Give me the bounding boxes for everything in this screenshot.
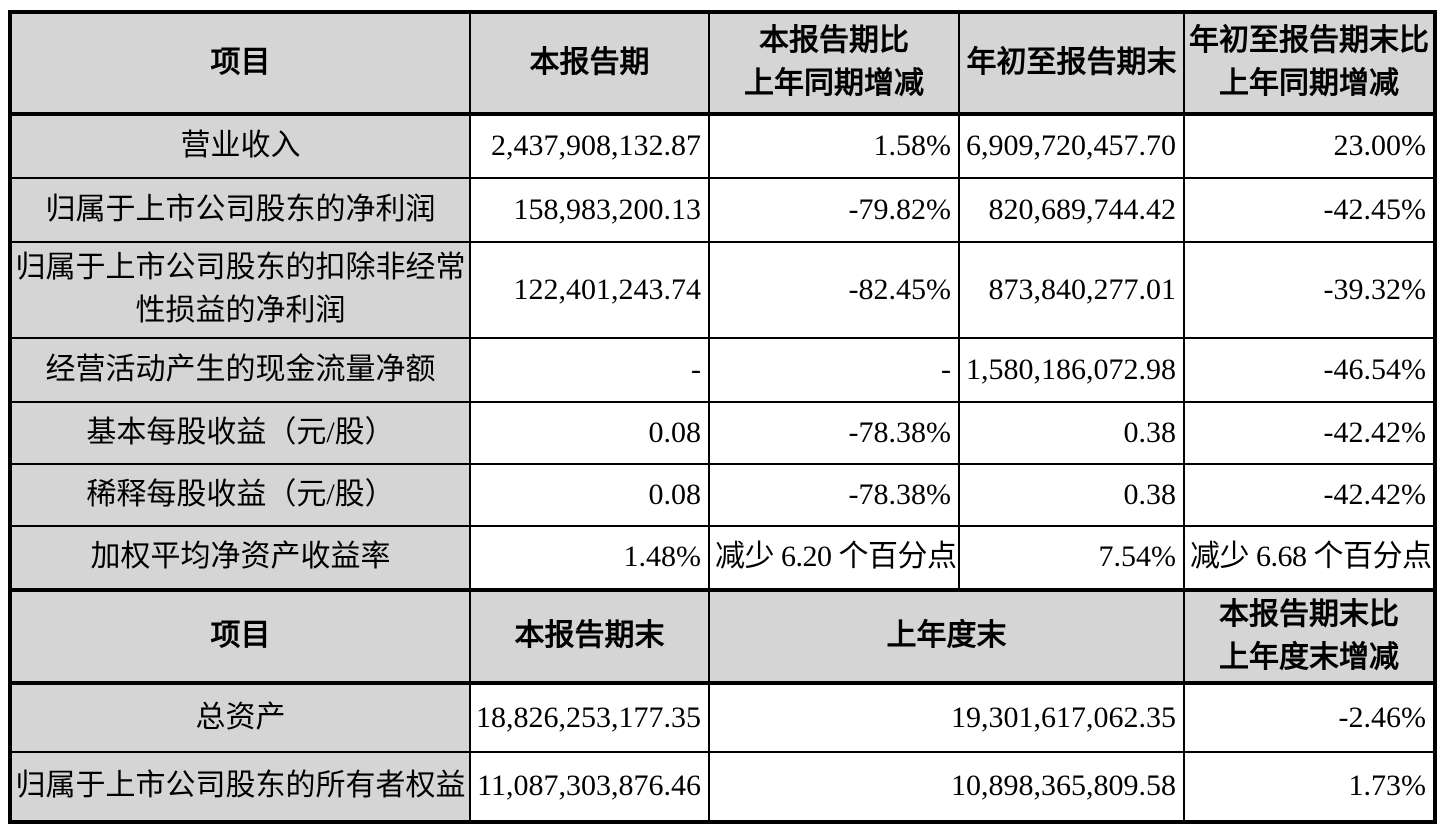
header-ytd: 年初至报告期末 bbox=[958, 11, 1185, 116]
row-basic-eps-current: 0.08 bbox=[469, 401, 710, 465]
row-shareholders-equity-change: 1.73% bbox=[1183, 751, 1436, 824]
header2-period-end: 本报告期末 bbox=[469, 587, 710, 686]
row-diluted-eps-current-change: -78.38% bbox=[708, 463, 960, 527]
row-total-assets-prior-year-end: 19,301,617,062.35 bbox=[708, 682, 1185, 754]
row-revenue-ytd-change: 23.00% bbox=[1183, 113, 1436, 179]
row-basic-eps-ytd: 0.38 bbox=[958, 401, 1185, 465]
header-ytd-vs-prior-line1: 年初至报告期末比 bbox=[1189, 24, 1429, 58]
row-diluted-eps: 稀释每股收益（元/股） 0.08 -78.38% 0.38 -42.42% bbox=[9, 463, 1436, 527]
header-current-vs-prior: 本报告期比 上年同期增减 bbox=[708, 11, 960, 116]
row-net-profit-label: 归属于上市公司股东的净利润 bbox=[9, 177, 471, 243]
row-diluted-eps-current: 0.08 bbox=[469, 463, 710, 527]
row-net-profit-deducted-ytd: 873,840,277.01 bbox=[958, 241, 1185, 339]
row-operating-cash-flow-ytd: 1,580,186,072.98 bbox=[958, 337, 1185, 403]
row-revenue-label: 营业收入 bbox=[9, 113, 471, 179]
row-total-assets-period-end: 18,826,253,177.35 bbox=[469, 682, 710, 754]
row-basic-eps-current-change: -78.38% bbox=[708, 401, 960, 465]
row-net-profit-deducted-current-change: -82.45% bbox=[708, 241, 960, 339]
row-operating-cash-flow-current-change: - bbox=[708, 337, 960, 403]
row-revenue: 营业收入 2,437,908,132.87 1.58% 6,909,720,45… bbox=[9, 113, 1436, 179]
row-revenue-current: 2,437,908,132.87 bbox=[469, 113, 710, 179]
row-net-profit-deducted: 归属于上市公司股东的扣除非经常性损益的净利润 122,401,243.74 -8… bbox=[9, 241, 1436, 339]
row-net-profit-current: 158,983,200.13 bbox=[469, 177, 710, 243]
row-operating-cash-flow-ytd-change: -46.54% bbox=[1183, 337, 1436, 403]
row-diluted-eps-ytd: 0.38 bbox=[958, 463, 1185, 527]
financial-summary-table: 项目 本报告期 本报告期比 上年同期增减 年初至报告期末 年初至报告期末比 上年… bbox=[8, 10, 1437, 825]
row-total-assets-label: 总资产 bbox=[9, 682, 471, 754]
header-item: 项目 bbox=[9, 11, 471, 116]
header-ytd-vs-prior-line2: 上年同期增减 bbox=[1219, 67, 1399, 100]
header-current-vs-prior-line2: 上年同期增减 bbox=[744, 67, 924, 100]
header2-change-line2: 上年度末增减 bbox=[1219, 640, 1399, 674]
row-total-assets: 总资产 18,826,253,177.35 19,301,617,062.35 … bbox=[9, 682, 1436, 754]
row-net-profit-deducted-ytd-change: -39.32% bbox=[1183, 241, 1436, 339]
row-net-profit-deducted-label: 归属于上市公司股东的扣除非经常性损益的净利润 bbox=[9, 241, 471, 339]
row-shareholders-equity: 归属于上市公司股东的所有者权益 11,087,303,876.46 10,898… bbox=[9, 751, 1436, 824]
row-net-profit-current-change: -79.82% bbox=[708, 177, 960, 243]
row-diluted-eps-label: 稀释每股收益（元/股） bbox=[9, 463, 471, 527]
row-revenue-current-change: 1.58% bbox=[708, 113, 960, 179]
section2-header-row: 项目 本报告期末 上年度末 本报告期末比 上年度末增减 bbox=[9, 587, 1436, 686]
row-diluted-eps-ytd-change: -42.42% bbox=[1183, 463, 1436, 527]
row-total-assets-change: -2.46% bbox=[1183, 682, 1436, 754]
row-weighted-roe-current: 1.48% bbox=[469, 525, 710, 591]
row-revenue-ytd: 6,909,720,457.70 bbox=[958, 113, 1185, 179]
row-basic-eps: 基本每股收益（元/股） 0.08 -78.38% 0.38 -42.42% bbox=[9, 401, 1436, 465]
row-shareholders-equity-period-end: 11,087,303,876.46 bbox=[469, 751, 710, 824]
header-ytd-vs-prior: 年初至报告期末比 上年同期增减 bbox=[1183, 11, 1436, 116]
row-net-profit-ytd: 820,689,744.42 bbox=[958, 177, 1185, 243]
row-basic-eps-ytd-change: -42.42% bbox=[1183, 401, 1436, 465]
header2-prior-year-end: 上年度末 bbox=[708, 587, 1185, 686]
row-net-profit: 归属于上市公司股东的净利润 158,983,200.13 -79.82% 820… bbox=[9, 177, 1436, 243]
header-current-period: 本报告期 bbox=[469, 11, 710, 116]
row-shareholders-equity-prior-year-end: 10,898,365,809.58 bbox=[708, 751, 1185, 824]
row-net-profit-ytd-change: -42.45% bbox=[1183, 177, 1436, 243]
header-current-vs-prior-line1: 本报告期比 bbox=[759, 24, 909, 58]
row-weighted-roe-ytd: 7.54% bbox=[958, 525, 1185, 591]
row-operating-cash-flow-label: 经营活动产生的现金流量净额 bbox=[9, 337, 471, 403]
row-shareholders-equity-label: 归属于上市公司股东的所有者权益 bbox=[9, 751, 471, 824]
row-operating-cash-flow-current: - bbox=[469, 337, 710, 403]
header2-change-line1: 本报告期末比 bbox=[1219, 598, 1399, 631]
section1-header-row: 项目 本报告期 本报告期比 上年同期增减 年初至报告期末 年初至报告期末比 上年… bbox=[9, 11, 1436, 116]
row-weighted-roe-ytd-change: 减少 6.68 个百分点 bbox=[1183, 525, 1436, 591]
header2-change: 本报告期末比 上年度末增减 bbox=[1183, 587, 1436, 686]
header2-item: 项目 bbox=[9, 587, 471, 686]
row-weighted-roe-current-change: 减少 6.20 个百分点 bbox=[708, 525, 960, 591]
row-net-profit-deducted-current: 122,401,243.74 bbox=[469, 241, 710, 339]
row-weighted-roe: 加权平均净资产收益率 1.48% 减少 6.20 个百分点 7.54% 减少 6… bbox=[9, 525, 1436, 591]
row-weighted-roe-label: 加权平均净资产收益率 bbox=[9, 525, 471, 591]
row-basic-eps-label: 基本每股收益（元/股） bbox=[9, 401, 471, 465]
row-operating-cash-flow: 经营活动产生的现金流量净额 - - 1,580,186,072.98 -46.5… bbox=[9, 337, 1436, 403]
